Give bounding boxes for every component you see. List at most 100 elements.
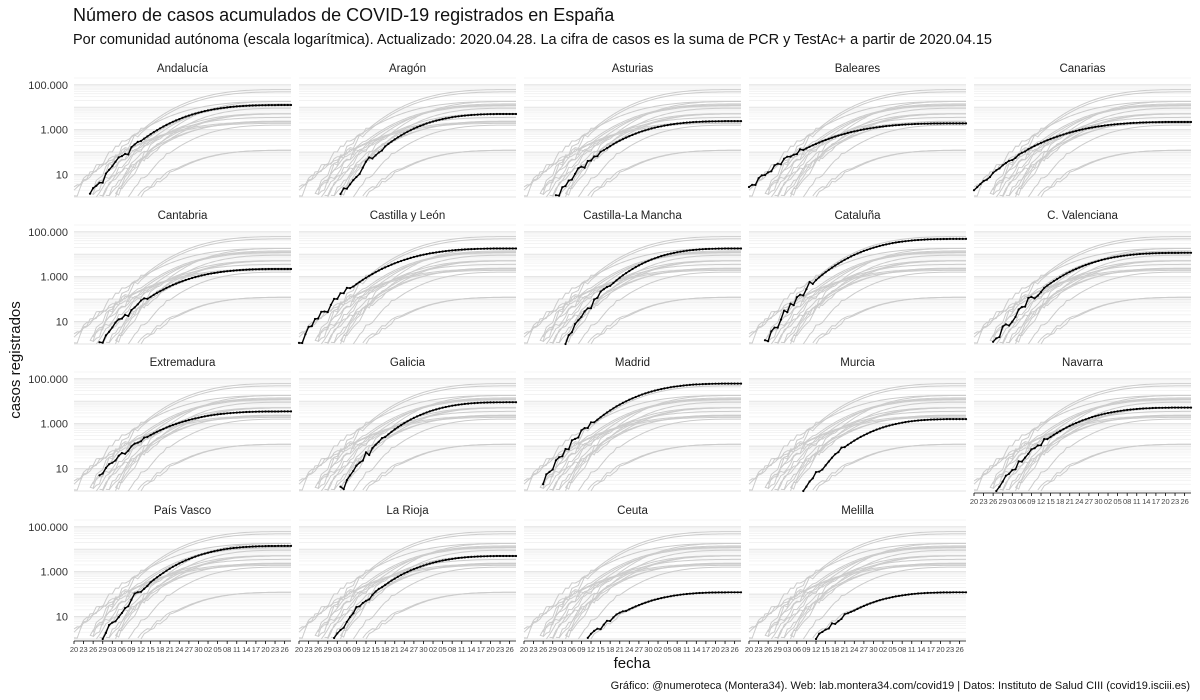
- background-series-line: [989, 251, 1191, 341]
- data-point: [191, 556, 194, 559]
- data-point: [824, 464, 827, 467]
- x-tick-label: 17: [1152, 497, 1160, 506]
- data-point: [457, 248, 460, 251]
- data-point: [349, 183, 352, 186]
- background-series-line: [105, 562, 291, 639]
- data-point: [273, 544, 277, 548]
- background-series-line: [1015, 401, 1191, 490]
- data-point: [438, 118, 441, 121]
- data-point: [885, 597, 888, 600]
- data-point: [133, 592, 136, 595]
- data-point: [593, 421, 596, 424]
- data-point: [907, 123, 910, 126]
- data-point: [1027, 296, 1030, 300]
- data-point: [368, 598, 371, 601]
- y-tick-label: 10: [56, 170, 68, 182]
- data-point: [926, 238, 929, 241]
- data-point: [184, 115, 187, 118]
- data-point: [124, 607, 127, 610]
- data-point: [846, 131, 850, 134]
- data-point: [264, 104, 267, 107]
- data-point: [387, 264, 390, 268]
- data-point: [1167, 120, 1170, 124]
- data-point: [1046, 284, 1049, 287]
- data-point: [251, 410, 254, 413]
- data-point: [955, 122, 958, 125]
- data-point: [352, 612, 355, 615]
- data-point: [489, 247, 492, 250]
- data-point: [248, 268, 251, 271]
- background-series-line: [783, 407, 966, 491]
- data-point: [149, 133, 152, 136]
- data-point: [856, 252, 859, 255]
- data-point: [149, 295, 152, 298]
- data-point: [431, 120, 435, 123]
- background-series-line: [815, 149, 966, 198]
- data-point: [730, 247, 733, 250]
- data-point: [1113, 410, 1116, 413]
- data-point: [286, 267, 289, 271]
- x-tick-label: 29: [549, 645, 557, 654]
- data-point: [631, 133, 634, 136]
- data-point: [736, 382, 739, 385]
- data-point: [400, 134, 403, 137]
- data-point: [502, 401, 505, 404]
- background-series-line: [1027, 418, 1191, 492]
- data-point: [676, 251, 679, 254]
- data-point: [152, 131, 155, 134]
- data-point: [364, 276, 368, 279]
- data-point: [888, 124, 891, 127]
- background-series-line: [539, 546, 741, 636]
- x-tick-label: 14: [692, 645, 700, 654]
- data-point: [181, 560, 184, 564]
- background-series-line: [314, 91, 516, 195]
- data-point: [881, 125, 885, 128]
- data-point: [869, 431, 872, 434]
- data-point: [441, 406, 444, 409]
- data-point: [1177, 120, 1180, 124]
- data-point: [988, 175, 992, 179]
- data-point: [1033, 297, 1036, 300]
- data-point: [463, 248, 466, 251]
- data-point: [853, 609, 856, 612]
- data-point: [763, 173, 767, 177]
- data-point: [368, 156, 371, 159]
- facet-label: Aragón: [389, 63, 426, 75]
- background-series-line: [577, 271, 741, 345]
- data-point: [586, 426, 589, 430]
- data-point: [264, 545, 267, 548]
- x-tick-label: 18: [606, 645, 614, 654]
- data-point: [242, 104, 245, 108]
- data-point: [159, 573, 162, 577]
- data-point: [612, 616, 615, 619]
- data-point: [1126, 254, 1129, 257]
- background-series-line: [783, 555, 966, 639]
- data-point: [364, 451, 368, 454]
- background-series-line: [973, 416, 1191, 482]
- data-point: [457, 403, 460, 406]
- x-tick-label: 11: [458, 645, 466, 654]
- data-point: [1043, 438, 1046, 441]
- background-series-line: [539, 533, 741, 637]
- data-point: [1046, 438, 1049, 441]
- data-point: [676, 385, 679, 388]
- data-point: [923, 418, 926, 422]
- data-point: [952, 418, 955, 421]
- data-point: [127, 605, 130, 608]
- data-point: [216, 271, 219, 274]
- data-point: [717, 247, 720, 250]
- x-tick-label: 17: [252, 645, 260, 654]
- background-series-line: [89, 238, 291, 342]
- background-series-line: [1040, 149, 1191, 198]
- data-point: [708, 120, 711, 123]
- data-point: [289, 267, 293, 271]
- data-point: [811, 282, 814, 285]
- data-point: [229, 547, 232, 550]
- data-point: [948, 591, 952, 594]
- data-point: [570, 331, 574, 334]
- data-point: [1055, 431, 1059, 434]
- data-point: [802, 489, 805, 493]
- data-point: [355, 175, 358, 179]
- data-point: [349, 287, 352, 290]
- data-point: [1046, 139, 1049, 142]
